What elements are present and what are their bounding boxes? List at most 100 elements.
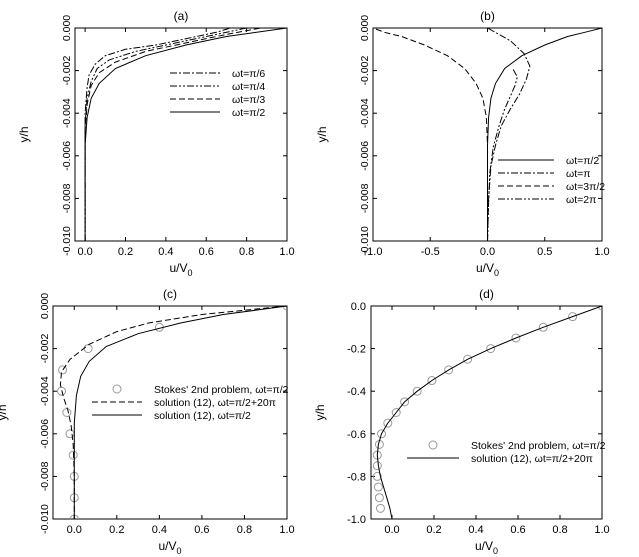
x-tick-label: 0.5 bbox=[537, 246, 552, 258]
legend-label: ωt=π/2 bbox=[566, 155, 599, 167]
series-1-line bbox=[84, 28, 231, 241]
panel-a: 0.0 0.2 0.4 0.6 0.8 1.0 0.000 -0.002 -0.004 -0.00… bbox=[17, 9, 295, 278]
x-tick-label: 0.0 bbox=[480, 246, 495, 258]
y-tick-label: -0.8 bbox=[347, 471, 366, 483]
y-tick-label: -0.010 bbox=[39, 504, 51, 534]
panel-d: 0.0 0.2 0.4 0.6 0.8 1.0 0.0 -0.2 -0.4 -0.6 -0.8 -1.… bbox=[313, 287, 610, 556]
x-tick-label: 0.4 bbox=[468, 524, 483, 536]
data-point bbox=[463, 354, 473, 364]
x-tick-label: -1.0 bbox=[364, 246, 383, 258]
legend-label: Stokes' 2nd problem, ωt=π/2 bbox=[154, 384, 289, 396]
data-point bbox=[58, 365, 68, 375]
legend-label: ωt=π/2 bbox=[232, 107, 265, 119]
y-tick-label: -0.008 bbox=[39, 461, 51, 491]
data-point bbox=[391, 408, 401, 417]
data-point bbox=[486, 344, 496, 354]
x-tick-label: 1.0 bbox=[594, 524, 609, 536]
legend-label: solution (12), ωt=π/2 bbox=[154, 410, 251, 422]
series-3-line bbox=[73, 306, 287, 519]
legend-label: ωt=π/4 bbox=[232, 81, 265, 93]
x-tick-label: 0.6 bbox=[194, 524, 209, 536]
data-point bbox=[373, 482, 383, 492]
y-tick-label: -0.008 bbox=[61, 183, 73, 213]
y-tick-label: -0.004 bbox=[39, 376, 51, 406]
y-tick-label: -0.008 bbox=[359, 183, 371, 213]
y-axis-label: y/h bbox=[315, 126, 329, 142]
y-tick-label: -0.6 bbox=[347, 429, 366, 441]
data-point bbox=[68, 450, 78, 460]
x-tick-label: 0.2 bbox=[426, 524, 441, 536]
x-tick-label: 0.2 bbox=[118, 246, 133, 258]
legend-label: ωt=π/3 bbox=[232, 94, 265, 106]
x-tick-label: 0.0 bbox=[67, 524, 82, 536]
y-tick-label: -0.002 bbox=[359, 56, 371, 86]
y-tick-label: -0.006 bbox=[359, 141, 371, 171]
panel-label: (c) bbox=[163, 287, 177, 301]
x-tick-label: 1.0 bbox=[279, 246, 294, 258]
data-point bbox=[538, 322, 548, 332]
data-point bbox=[511, 333, 521, 343]
legend-label: solution (12), ωt=π/2+20π bbox=[471, 453, 593, 465]
y-tick-label: 0.000 bbox=[61, 15, 73, 41]
panel-c: 0.0 0.2 0.4 0.6 0.8 1.0 0.000 -0.002 -0.004 -0.00… bbox=[0, 287, 295, 556]
y-axis-label: y/h bbox=[0, 404, 9, 420]
y-tick-label: 0.0 bbox=[351, 301, 366, 313]
legend-label: ωt=2π bbox=[566, 194, 596, 206]
y-tick-label: -0.004 bbox=[359, 98, 371, 128]
x-tick-label: 0.6 bbox=[199, 246, 214, 258]
data-point bbox=[372, 461, 382, 471]
data-point bbox=[568, 312, 578, 322]
y-axis-label: y/h bbox=[313, 404, 327, 420]
series-2-line bbox=[376, 306, 602, 519]
y-tick-label: -0.006 bbox=[39, 419, 51, 449]
legend-label: ωt=π bbox=[566, 168, 591, 180]
y-tick-label: -0.010 bbox=[359, 226, 371, 256]
legend-label: ωt=π/6 bbox=[232, 68, 265, 80]
y-tick-label: 0.000 bbox=[39, 293, 51, 319]
data-point bbox=[444, 365, 454, 375]
y-tick-label: -0.010 bbox=[61, 226, 73, 256]
x-tick-label: 1.0 bbox=[594, 246, 609, 258]
panel-label: (b) bbox=[480, 9, 495, 23]
series-2-line bbox=[59, 306, 287, 519]
data-point bbox=[427, 376, 437, 386]
data-point bbox=[83, 344, 93, 354]
x-tick-label: 0.4 bbox=[152, 524, 167, 536]
x-tick-label: 0.2 bbox=[109, 524, 124, 536]
data-point bbox=[412, 386, 422, 396]
series-1-line bbox=[487, 28, 602, 241]
x-axis-label: u/V0 bbox=[475, 539, 498, 556]
x-tick-label: 0.6 bbox=[510, 524, 525, 536]
data-point bbox=[375, 503, 385, 513]
x-tick-label: 0.8 bbox=[237, 524, 252, 536]
data-point bbox=[372, 471, 382, 481]
x-axis-label: u/V0 bbox=[169, 261, 192, 278]
legend-marker bbox=[112, 384, 122, 394]
x-tick-label: 1.0 bbox=[279, 524, 294, 536]
x-tick-label: 0.8 bbox=[239, 246, 254, 258]
y-axis-label: y/h bbox=[17, 126, 31, 142]
x-axis-label: u/V0 bbox=[158, 539, 181, 556]
legend-label: solution (12), ωt=π/2+20π bbox=[154, 397, 276, 409]
series-2-line bbox=[84, 28, 247, 241]
series-3-line bbox=[84, 28, 261, 241]
y-tick-label: -1.0 bbox=[347, 514, 366, 526]
legend-label: ωt=3π/2 bbox=[566, 181, 605, 193]
series-4-line bbox=[487, 68, 518, 241]
x-tick-label: 0.0 bbox=[77, 246, 92, 258]
plot-frame bbox=[52, 305, 288, 520]
y-tick-label: -0.002 bbox=[39, 334, 51, 364]
y-tick-label: 0.000 bbox=[359, 15, 371, 41]
series-3-line bbox=[373, 28, 488, 241]
x-tick-label: 0.4 bbox=[158, 246, 173, 258]
plot-frame bbox=[74, 27, 288, 242]
y-tick-label: -0.006 bbox=[61, 141, 73, 171]
data-point bbox=[400, 397, 410, 407]
y-tick-label: -0.004 bbox=[61, 98, 73, 128]
panel-b: -1.0 -0.5 0.0 0.5 1.0 0.000 -0.002 -0.004 -0.006… bbox=[315, 9, 610, 278]
y-tick-label: -0.002 bbox=[61, 56, 73, 86]
x-tick-label: -0.5 bbox=[421, 246, 440, 258]
x-axis-label: u/V0 bbox=[476, 261, 499, 278]
series-4-line bbox=[84, 28, 287, 241]
